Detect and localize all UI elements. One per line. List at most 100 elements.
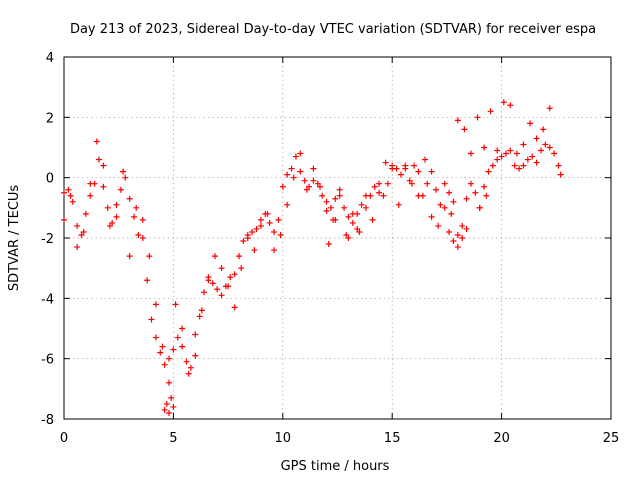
data-point: [555, 162, 562, 169]
data-point: [546, 144, 553, 151]
data-point: [349, 210, 356, 217]
data-point: [161, 406, 168, 413]
data-point: [343, 231, 350, 238]
data-point: [80, 228, 87, 235]
data-point: [327, 204, 334, 211]
data-point: [218, 292, 225, 299]
data-point: [415, 192, 422, 199]
data-point: [395, 201, 402, 208]
data-point: [126, 195, 133, 202]
data-point: [516, 165, 523, 172]
data-point: [174, 334, 181, 341]
data-point: [253, 225, 260, 232]
data-point: [179, 343, 186, 350]
data-point: [170, 346, 177, 353]
data-point: [325, 241, 332, 248]
data-point: [341, 204, 348, 211]
data-point: [65, 186, 72, 193]
data-point: [369, 216, 376, 223]
data-point: [113, 213, 120, 220]
data-point: [467, 180, 474, 187]
data-point: [533, 159, 540, 166]
data-point: [292, 153, 299, 160]
data-point: [323, 207, 330, 214]
data-point: [306, 183, 313, 190]
data-point: [100, 183, 107, 190]
data-point: [275, 216, 282, 223]
y-tick-label: -8: [41, 413, 54, 428]
data-point: [159, 343, 166, 350]
data-point: [454, 231, 461, 238]
data-point: [231, 271, 238, 278]
data-point: [93, 138, 100, 145]
data-point: [319, 192, 326, 199]
data-point: [424, 180, 431, 187]
data-point: [489, 162, 496, 169]
data-point: [192, 352, 199, 359]
data-points: [61, 99, 564, 416]
data-point: [537, 147, 544, 154]
data-point: [157, 349, 164, 356]
data-point: [437, 201, 444, 208]
data-point: [494, 156, 501, 163]
chart-title: Day 213 of 2023, Sidereal Day-to-day VTE…: [70, 22, 596, 37]
data-point: [520, 162, 527, 169]
data-point: [87, 192, 94, 199]
x-tick-label: 0: [60, 431, 68, 446]
data-point: [120, 168, 127, 175]
data-point: [476, 204, 483, 211]
data-point: [109, 219, 116, 226]
data-point: [446, 228, 453, 235]
data-point: [463, 225, 470, 232]
data-point: [435, 222, 442, 229]
data-point: [69, 198, 76, 205]
data-point: [209, 280, 216, 287]
data-point: [214, 286, 221, 293]
data-point: [520, 141, 527, 148]
data-point: [467, 150, 474, 157]
y-tick-label: 4: [46, 51, 54, 66]
data-point: [166, 409, 173, 416]
data-point: [511, 162, 518, 169]
data-point: [481, 183, 488, 190]
data-point: [240, 238, 247, 245]
data-point: [459, 235, 466, 241]
data-point: [205, 274, 212, 281]
y-axis-label: SDTVAR / TECUs: [7, 185, 22, 292]
data-point: [380, 192, 387, 199]
data-point: [415, 168, 422, 175]
data-point: [371, 183, 378, 190]
y-tick-label: -4: [41, 292, 54, 307]
data-point: [345, 213, 352, 220]
data-point: [122, 174, 129, 181]
data-point: [251, 247, 258, 254]
data-point: [113, 201, 120, 208]
data-point: [358, 201, 365, 208]
data-point: [314, 180, 321, 187]
data-point: [461, 126, 468, 133]
data-point: [185, 370, 192, 377]
data-point: [225, 283, 232, 290]
data-point: [271, 247, 278, 254]
data-point: [529, 153, 536, 160]
data-point: [389, 165, 396, 172]
y-tick-label: -6: [41, 353, 54, 368]
data-point: [152, 301, 159, 308]
data-point: [362, 192, 369, 199]
data-point: [303, 186, 310, 193]
x-tick-label: 25: [603, 431, 620, 446]
data-point: [61, 216, 67, 223]
data-point: [422, 156, 429, 163]
x-tick-label: 5: [169, 431, 177, 446]
data-point: [402, 162, 409, 169]
data-point: [277, 231, 284, 238]
data-point: [428, 168, 435, 175]
data-point: [487, 108, 494, 115]
data-point: [238, 265, 245, 272]
data-point: [106, 222, 113, 229]
data-point: [166, 355, 173, 362]
data-point: [249, 228, 256, 235]
data-point: [500, 99, 507, 106]
data-point: [450, 238, 457, 245]
